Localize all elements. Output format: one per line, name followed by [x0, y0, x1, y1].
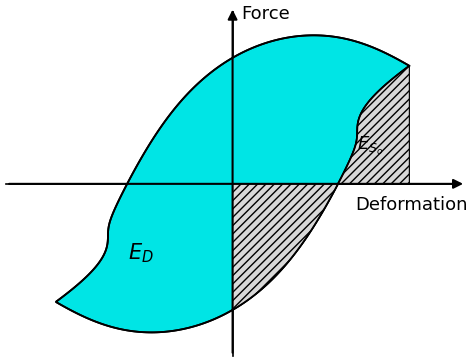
- Polygon shape: [56, 35, 410, 332]
- Polygon shape: [233, 66, 410, 184]
- Text: Deformation: Deformation: [355, 196, 468, 214]
- Text: Force: Force: [241, 5, 290, 23]
- Polygon shape: [233, 66, 410, 310]
- Text: $E_D$: $E_D$: [128, 242, 154, 265]
- Text: $E_{S_o}$: $E_{S_o}$: [357, 135, 383, 157]
